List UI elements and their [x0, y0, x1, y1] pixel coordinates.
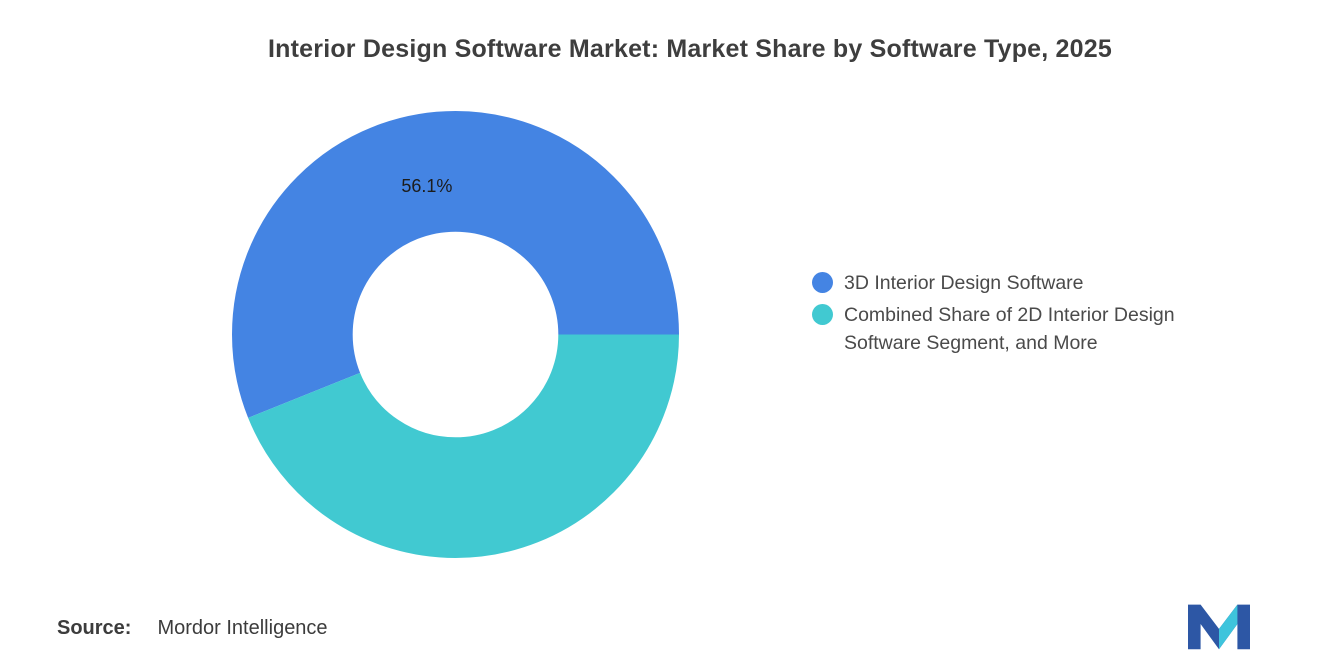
- chart-title: Interior Design Software Market: Market …: [268, 35, 1112, 63]
- donut-chart: 56.1%: [232, 111, 679, 558]
- legend-item-2d-software: Combined Share of 2D Interior Design Sof…: [812, 301, 1226, 357]
- legend-label-3d-software: 3D Interior Design Software: [844, 272, 1084, 294]
- slice-data-label: 56.1%: [401, 176, 452, 196]
- donut-slice-1: [232, 111, 679, 558]
- source-value: Mordor Intelligence: [157, 617, 328, 639]
- legend-swatch-blue: [812, 272, 833, 293]
- mordor-logo-svg: [1188, 604, 1250, 650]
- logo-teal-accent: [1219, 604, 1238, 650]
- legend-label-2d-software: Combined Share of 2D Interior Design Sof…: [844, 304, 1175, 354]
- source-label: Source:: [57, 617, 132, 639]
- mordor-intelligence-logo: [1188, 600, 1250, 650]
- legend-swatch-teal: [812, 304, 833, 325]
- legend: 3D Interior Design Software Combined Sha…: [812, 269, 1226, 357]
- donut-chart-svg: 56.1%: [232, 111, 679, 558]
- source-line: Source: Mordor Intelligence: [57, 617, 328, 640]
- legend-item-3d-software: 3D Interior Design Software: [812, 269, 1226, 297]
